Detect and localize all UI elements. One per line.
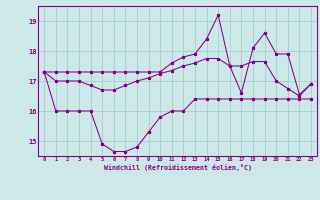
X-axis label: Windchill (Refroidissement éolien,°C): Windchill (Refroidissement éolien,°C): [104, 164, 252, 171]
